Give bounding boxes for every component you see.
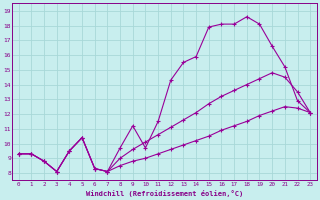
X-axis label: Windchill (Refroidissement éolien,°C): Windchill (Refroidissement éolien,°C) bbox=[86, 190, 243, 197]
